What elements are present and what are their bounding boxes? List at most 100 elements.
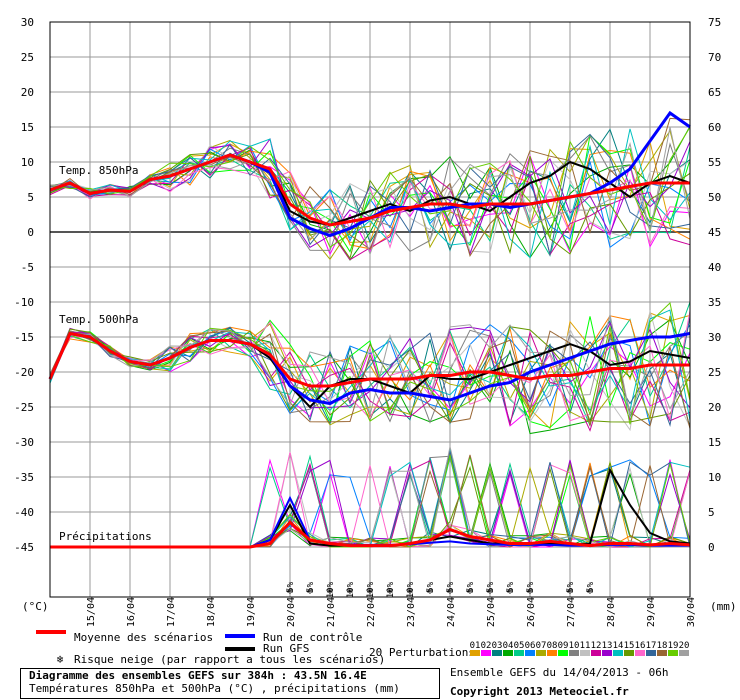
date-label: 27/04 [566,597,577,627]
info-title: Diagramme des ensembles GEFS sur 384h : … [29,669,367,682]
perturbation-number: 05 [514,641,525,651]
perturbation-swatch [591,650,601,656]
left-tick-label: 5 [27,191,34,204]
snowflake-icon: ❄ [387,587,393,597]
right-tick-label: 10 [708,471,721,484]
date-label: 20/04 [286,597,297,627]
snowflake-icon: ❄ [327,587,333,597]
perturbation-swatch [613,650,623,656]
perturbation-swatch [569,650,579,656]
perturbation-swatch [602,650,612,656]
t500-perturbation-line [49,312,691,430]
date-label: 16/04 [126,597,137,627]
snow-risk-label: 5% [286,581,296,592]
perturbation-swatch [668,650,678,656]
snow-risk-label: 5% [586,581,596,592]
snow-risk-label: 10% [326,581,336,598]
right-tick-label: 5 [708,506,715,519]
perturbation-swatch [547,650,557,656]
perturbation-number: 04 [503,641,514,651]
date-label: 22/04 [366,597,377,627]
perturbation-number: 06 [525,641,536,651]
date-label: 24/04 [446,597,457,627]
right-tick-label: 30 [708,331,721,344]
perturbation-swatch [558,650,568,656]
legend-gfs-label: Run GFS [263,642,309,655]
copyright: Copyright 2013 Meteociel.fr [450,685,629,698]
right-tick-label: 20 [708,401,721,414]
info-box: Diagramme des ensembles GEFS sur 384h : … [20,668,440,699]
left-tick-label: -15 [14,331,34,344]
left-tick-label: -30 [14,436,34,449]
snow-risk-label: 10% [366,581,376,598]
perturbation-swatch [624,650,634,656]
right-tick-label: 45 [708,226,721,239]
snow-risk-label: 10% [406,581,416,598]
left-tick-label: 0 [27,226,34,239]
perturbation-swatch [503,650,513,656]
snowflake-icon: ❄ [507,587,513,597]
perturbation-number: 08 [547,641,558,651]
run-info: Ensemble GEFS du 14/04/2013 - 06h [450,666,669,679]
date-label: 25/04 [486,597,497,627]
perturbation-swatch [657,650,667,656]
left-tick-label: 25 [21,51,34,64]
chart-series [48,110,691,549]
date-label: 28/04 [606,597,617,627]
perturbation-number: 03 [492,641,503,651]
t500-perturbation-line [49,314,691,418]
chart-grid [49,21,691,597]
plot-frame [49,21,691,598]
date-label: 21/04 [326,597,337,627]
perturbation-swatch [646,650,656,656]
date-label: 29/04 [646,597,657,627]
perturbation-number: 09 [558,641,569,651]
snowflake-icon: ❄ [287,587,293,597]
perturbation-number: 12 [591,641,602,651]
snowflake-icon: ❄ [487,587,493,597]
date-label: 19/04 [246,597,257,627]
t500-perturbation-line [49,301,691,427]
right-tick-label: 0 [708,541,715,554]
snow-risk-label: 5% [466,581,476,592]
right-tick-label: 55 [708,156,721,169]
right-tick-label: 50 [708,191,721,204]
left-tick-label: 30 [21,16,34,29]
left-unit-label: (°C) [22,600,49,613]
t500-perturbation-line [49,310,691,432]
date-label: 17/04 [166,597,177,627]
date-label: 15/04 [86,597,97,627]
snow-risk-label: 5% [526,581,536,592]
t500-perturbation-line [49,315,691,426]
t850-mean-line [49,153,690,227]
perturbation-swatch [580,650,590,656]
t500-mean-line [48,331,690,388]
perturbation-swatch [536,650,546,656]
right-unit-label: (mm) [710,600,737,613]
left-tick-label: -40 [14,506,34,519]
t500-perturbation-line [49,326,691,423]
left-tick-label: 15 [21,121,34,134]
chart-labels: Temp. 850hPa Temp. 500hPa Précipitations 5%… [59,164,596,598]
right-tick-label: 40 [708,261,721,274]
snowflake-icon: ❄ [467,587,473,597]
snowflake-icon: ❄ [567,587,573,597]
right-tick-label: 15 [708,436,721,449]
left-tick-label: -45 [14,541,34,554]
date-label: 26/04 [526,597,537,627]
section-label: Temp. 500hPa [59,313,138,326]
snow-risk-label: 10% [346,581,356,598]
snow-risk-label: 5% [486,581,496,592]
date-label: 23/04 [406,597,417,627]
right-tick-label: 75 [708,16,721,29]
perturbation-swatch [525,650,535,656]
perturbation-swatch [481,650,491,656]
snow-risk-label: 5% [506,581,516,592]
perturbation-number: 15 [624,641,635,651]
t500-perturbation-line [49,330,691,429]
left-tick-label: -35 [14,471,34,484]
perturbation-number: 02 [481,641,492,651]
info-subtitle: Températures 850hPa et 500hPa (°C) , pré… [29,682,400,695]
snowflake-icon: ❄ [447,587,453,597]
